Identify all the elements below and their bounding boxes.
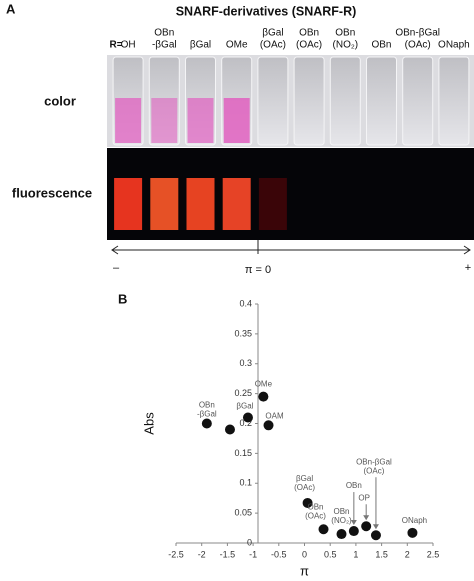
cuvette — [402, 56, 434, 146]
y-tick-label: 0 — [247, 537, 252, 547]
point — [201, 418, 212, 429]
x-tick-label: 2 — [405, 549, 410, 559]
x-tick-label: -0.5 — [271, 549, 287, 559]
y-tick-label: 0.25 — [234, 388, 252, 398]
substituent-label: OH — [121, 40, 136, 51]
substituent-label: (OAc) — [296, 40, 322, 51]
x-tick-label: -1.5 — [220, 549, 236, 559]
cuvette-solution — [115, 98, 142, 143]
cuvette-solution — [187, 98, 214, 143]
substituent-label: (OAc) — [260, 40, 286, 51]
x-tick-label: -1 — [249, 549, 257, 559]
y-tick-label: 0.15 — [234, 448, 252, 458]
point — [407, 527, 418, 538]
point — [336, 529, 347, 540]
point-label: OBn — [346, 481, 362, 490]
panel-label: A — [6, 1, 16, 16]
label-arrowhead — [350, 520, 357, 526]
axis-minus: – — [113, 262, 120, 274]
y-tick-label: 0.2 — [239, 418, 252, 428]
substituent-label: (NO₂) — [333, 40, 359, 51]
cuvette-solution — [223, 98, 250, 143]
point-label: -βGal — [197, 410, 217, 419]
x-tick-label: 2.5 — [427, 549, 440, 559]
substituent-label: βGal — [262, 28, 283, 39]
point — [258, 391, 269, 402]
cuvette-solution — [151, 98, 178, 143]
point-label: OAM — [265, 411, 284, 420]
substituent-label: ONaph — [438, 40, 470, 51]
r-label: R= — [109, 40, 122, 51]
point — [348, 526, 359, 537]
panel-label: B — [118, 291, 127, 306]
y-tick-label: 0.05 — [234, 508, 252, 518]
cuvette-fluorescence — [150, 178, 179, 230]
pi-axis — [111, 240, 471, 255]
row-label: color — [44, 93, 76, 108]
point-label: OBn-βGal — [356, 457, 392, 466]
y-tick-label: 0.1 — [239, 478, 252, 488]
substituent-label: OMe — [226, 40, 248, 51]
y-axis-label: Abs — [141, 412, 156, 435]
cuvette-fluorescence — [222, 178, 251, 230]
point-label: OP — [358, 493, 370, 502]
point — [370, 530, 381, 541]
x-tick-label: 0.5 — [324, 549, 337, 559]
point — [318, 524, 329, 535]
x-tick-label: 1 — [353, 549, 358, 559]
row-label: fluorescence — [12, 185, 92, 200]
point-label: OBn — [334, 507, 350, 516]
point-label: (OAc) — [364, 466, 385, 475]
point — [361, 521, 372, 532]
substituent-label: OBn — [299, 28, 319, 39]
label-arrowhead — [372, 524, 379, 530]
point — [224, 424, 235, 435]
x-tick-label: -2 — [198, 549, 206, 559]
axis-center: π = 0 — [245, 264, 271, 276]
point-label: (OAc) — [294, 483, 315, 492]
cuvette — [329, 56, 361, 146]
substituent-label: βGal — [190, 40, 211, 51]
axis-plus: + — [465, 262, 471, 274]
x-tick-label: 1.5 — [375, 549, 388, 559]
point-label: βGal — [296, 474, 313, 483]
cuvette — [438, 56, 470, 146]
label-arrowhead — [363, 515, 370, 521]
point — [263, 420, 274, 431]
substituent-label: (OAc) — [405, 40, 431, 51]
substituent-label: OBn — [335, 28, 355, 39]
x-axis-label: π — [300, 563, 309, 578]
substituent-label: OBn — [371, 40, 391, 51]
cuvette-fluorescence — [114, 178, 143, 230]
point-label: OMe — [255, 380, 273, 389]
point — [242, 412, 253, 423]
panel-title: SNARF-derivatives (SNARF-R) — [176, 4, 357, 18]
x-tick-label: -2.5 — [168, 549, 184, 559]
point-label: ONaph — [402, 516, 427, 525]
point-label: OBn — [199, 401, 215, 410]
cuvette-fluorescence — [186, 178, 215, 230]
point-label: OBn — [308, 502, 324, 511]
cuvette — [366, 56, 397, 146]
x-tick-label: 0 — [302, 549, 307, 559]
y-tick-label: 0.4 — [239, 298, 252, 308]
point-label: βGal — [236, 402, 253, 411]
point-label: (NO₂) — [331, 516, 352, 525]
point — [302, 497, 313, 508]
substituent-label: -βGal — [152, 40, 177, 51]
y-tick-label: 0.35 — [234, 328, 252, 338]
substituent-label: OBn-βGal — [395, 28, 440, 39]
y-tick-label: 0.3 — [239, 358, 252, 368]
point-label: (OAc) — [305, 511, 326, 520]
cuvette — [293, 56, 325, 146]
cuvette-fluorescence — [258, 178, 287, 230]
substituent-label: OBn — [154, 28, 174, 39]
cuvette — [257, 56, 289, 146]
